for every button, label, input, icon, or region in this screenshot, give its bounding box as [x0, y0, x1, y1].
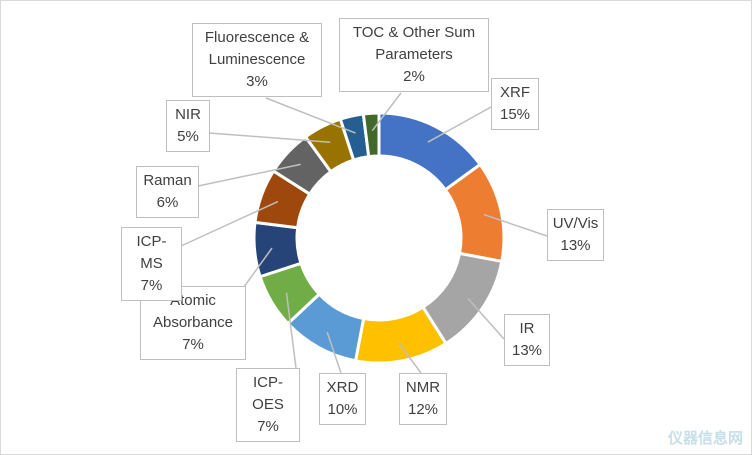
leader-line — [467, 297, 505, 340]
data-label-percent: 2% — [403, 68, 425, 85]
data-label: XRF 15% — [491, 78, 539, 130]
data-label-name: XRF — [500, 84, 530, 101]
data-label-name: ICP-MS — [136, 233, 167, 272]
data-label: NMR 12% — [399, 373, 447, 425]
leader-line — [265, 97, 356, 134]
watermark-logo: 仪器信息网 — [667, 429, 743, 447]
data-label: Raman 6% — [136, 166, 199, 218]
data-label: ICP-OES 7% — [236, 368, 300, 442]
leader-line — [326, 331, 342, 374]
data-label-percent: 12% — [407, 401, 439, 418]
leader-line — [240, 247, 273, 292]
data-label-percent: 7% — [140, 277, 163, 294]
data-label: XRD 10% — [319, 373, 366, 425]
data-label-name: TOC & Other Sum Parameters — [352, 24, 476, 63]
data-label-percent: 6% — [156, 194, 179, 211]
data-label: UV/Vis 13% — [547, 209, 604, 261]
data-label: TOC & Other Sum Parameters 2% — [339, 18, 489, 92]
data-label-name: IR — [519, 320, 535, 337]
leader-line — [285, 292, 297, 369]
data-label-percent: 13% — [511, 342, 543, 359]
data-label-name: UV/Vis — [552, 215, 599, 232]
data-label-percent: 15% — [499, 106, 531, 123]
leader-line — [398, 343, 422, 374]
data-label-name: Fluorescence & Luminescence — [204, 29, 310, 68]
data-label-percent: 7% — [257, 418, 279, 435]
data-label-name: NIR — [175, 106, 201, 123]
data-label-percent: 5% — [177, 128, 199, 145]
data-label-name: ICP-OES — [252, 374, 284, 413]
leader-line — [483, 213, 548, 237]
slice-toc-other-sum-parameters — [361, 111, 381, 159]
data-label-name: NMR — [405, 379, 441, 396]
data-label-percent: 10% — [327, 401, 358, 418]
data-label-name: Raman — [143, 172, 192, 189]
leader-line — [208, 132, 331, 143]
data-label: ICP-MS 7% — [121, 227, 182, 301]
leader-line — [371, 92, 402, 132]
leader-line — [180, 200, 279, 247]
data-label-percent: 13% — [560, 237, 591, 254]
data-label-percent: 3% — [246, 73, 268, 90]
data-label: NIR 5% — [166, 100, 210, 152]
leader-line — [197, 163, 301, 187]
leader-line — [427, 106, 492, 143]
data-label: Fluorescence & Luminescence 3% — [192, 23, 322, 97]
data-label-percent: 7% — [182, 336, 204, 353]
data-label: IR 13% — [504, 314, 550, 366]
data-label-name: XRD — [326, 379, 359, 396]
